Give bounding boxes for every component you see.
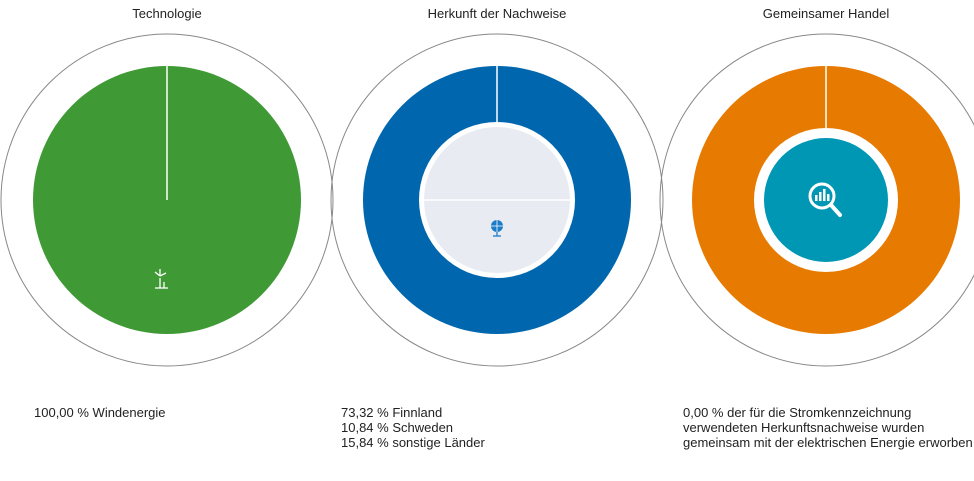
outer-ring xyxy=(0,33,334,367)
search-icon xyxy=(808,182,842,217)
description-line: 73,32 % Finnland xyxy=(341,405,443,420)
panel-title: Herkunft der Nachweise xyxy=(427,6,567,21)
description-line: 0,00 % der für die Stromkennzeichnung ve… xyxy=(683,405,973,450)
outer-ring xyxy=(330,33,664,367)
globe-icon xyxy=(491,220,503,237)
description-line: 10,84 % Schweden xyxy=(341,420,454,435)
panel-description: 0,00 % der für die Stromkennzeichnung ve… xyxy=(683,405,973,450)
description-line: 15,84 % sonstige Länder xyxy=(341,435,485,450)
wind-icon xyxy=(154,269,168,289)
inner-disc xyxy=(764,138,888,262)
panel-description: 100,00 % Windenergie xyxy=(34,405,314,420)
outer-ring xyxy=(659,33,974,367)
panel-title: Gemeinsamer Handel xyxy=(762,6,890,21)
panel-title: Technologie xyxy=(132,6,202,21)
panel-description: 73,32 % Finnland 10,84 % Schweden 15,84 % … xyxy=(341,405,621,450)
description-line: 100,00 % Windenergie xyxy=(34,405,166,420)
